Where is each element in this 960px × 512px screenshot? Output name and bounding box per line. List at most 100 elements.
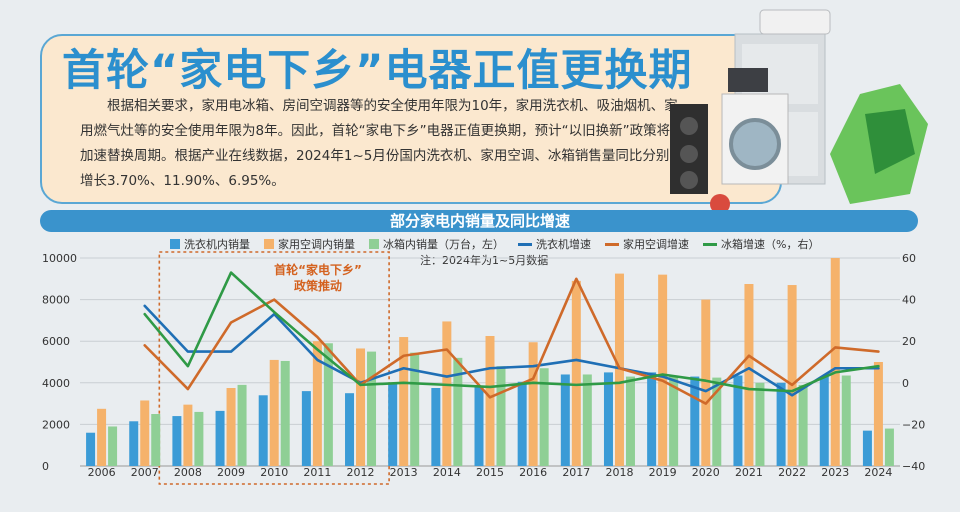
bar (183, 404, 193, 466)
bar (658, 274, 668, 466)
highlight-label-line1: 首轮“家电下乡” (274, 263, 362, 277)
bar (356, 348, 366, 466)
legend-item: 冰箱增速（%，右） (703, 236, 819, 252)
x-tick-label: 2009 (217, 466, 245, 479)
highlight-label: 首轮“家电下乡” 政策推动 (268, 262, 368, 294)
x-tick-label: 2016 (519, 466, 547, 479)
legend-label: 冰箱增速（%，右） (721, 238, 820, 251)
bar (528, 342, 538, 466)
bar (345, 393, 355, 466)
bar (798, 384, 808, 466)
x-tick-label: 2022 (778, 466, 806, 479)
bar (431, 388, 441, 466)
bar (453, 357, 463, 466)
bar (733, 375, 743, 466)
bar (237, 384, 247, 466)
y-right-tick-label: −20 (902, 418, 925, 431)
legend-item: 洗衣机内销量 (170, 236, 250, 252)
bar (442, 321, 452, 466)
bar (690, 376, 700, 466)
x-tick-label: 2013 (390, 466, 418, 479)
x-tick-label: 2006 (88, 466, 116, 479)
bar (323, 343, 333, 466)
x-tick-label: 2019 (649, 466, 677, 479)
bar (151, 414, 161, 466)
legend-item: 冰箱内销量（万台，左） (369, 236, 504, 252)
bar (226, 388, 236, 466)
bar (625, 376, 635, 466)
bar (108, 426, 118, 466)
bar (367, 351, 377, 466)
y-left-tick-label: 4000 (42, 377, 70, 390)
bar (819, 376, 829, 466)
legend-line-fridge (703, 242, 717, 246)
x-tick-label: 2018 (605, 466, 633, 479)
intro-card (40, 34, 782, 204)
bar (410, 352, 420, 466)
y-left-tick-label: 8000 (42, 294, 70, 307)
legend-item: 洗衣机增速 (518, 236, 591, 252)
bar (215, 410, 225, 466)
y-right-tick-label: 20 (902, 335, 916, 348)
y-right-tick-label: 60 (902, 252, 916, 265)
bar (517, 381, 527, 466)
legend-item: 家用空调增速 (605, 236, 689, 252)
x-tick-label: 2015 (476, 466, 504, 479)
highlight-label-line2: 政策推动 (293, 279, 342, 293)
bar (194, 411, 204, 466)
bar (129, 421, 139, 466)
bar (614, 273, 624, 466)
bar (258, 395, 268, 466)
bar (830, 258, 840, 466)
x-tick-label: 2011 (303, 466, 331, 479)
highlight-box (158, 251, 390, 485)
legend-label: 家用空调内销量 (278, 238, 355, 251)
bar (873, 362, 883, 466)
bar (269, 359, 279, 466)
bar (539, 368, 549, 466)
bar (388, 383, 398, 466)
bar (312, 341, 322, 466)
y-right-tick-label: 0 (902, 377, 909, 390)
page-title: 首轮“家电下乡”电器正值更换期 (62, 46, 693, 96)
legend-swatch-ac (264, 239, 274, 249)
bar (571, 280, 581, 466)
y-left-tick-label: 0 (42, 460, 49, 473)
bar (841, 375, 851, 466)
legend-label: 洗衣机内销量 (184, 238, 250, 251)
x-tick-label: 2007 (131, 466, 159, 479)
legend-label: 家用空调增速 (623, 238, 689, 251)
bar (776, 382, 786, 466)
legend-label: 冰箱内销量（万台，左） (383, 238, 504, 251)
bar (496, 366, 506, 466)
legend-item: 家用空调内销量 (264, 236, 355, 252)
x-tick-label: 2014 (433, 466, 461, 479)
bar (669, 376, 679, 466)
bar (712, 377, 722, 466)
bar (485, 336, 495, 466)
legend-swatch-washer (170, 239, 180, 249)
y-right-tick-label: −40 (902, 460, 925, 473)
chart-title-band (40, 210, 918, 232)
bar (399, 337, 409, 466)
chart-title: 部分家电内销量及同比增速 (389, 212, 570, 230)
y-left-tick-label: 2000 (42, 418, 70, 431)
x-tick-label: 2020 (692, 466, 720, 479)
bar (280, 360, 290, 466)
legend-label: 洗衣机增速 (536, 238, 591, 251)
legend-line-washer (518, 242, 532, 246)
bar (582, 374, 592, 466)
x-tick-label: 2010 (260, 466, 288, 479)
x-tick-label: 2008 (174, 466, 202, 479)
legend-line-ac (605, 242, 619, 246)
bar (97, 408, 107, 466)
legend-swatch-fridge (369, 239, 379, 249)
appliances-illustration (670, 9, 928, 214)
x-tick-label: 2023 (821, 466, 849, 479)
y-left-tick-label: 6000 (42, 335, 70, 348)
bar (560, 374, 570, 466)
bar (884, 428, 894, 466)
series-line (143, 304, 880, 397)
series-line (143, 277, 880, 405)
